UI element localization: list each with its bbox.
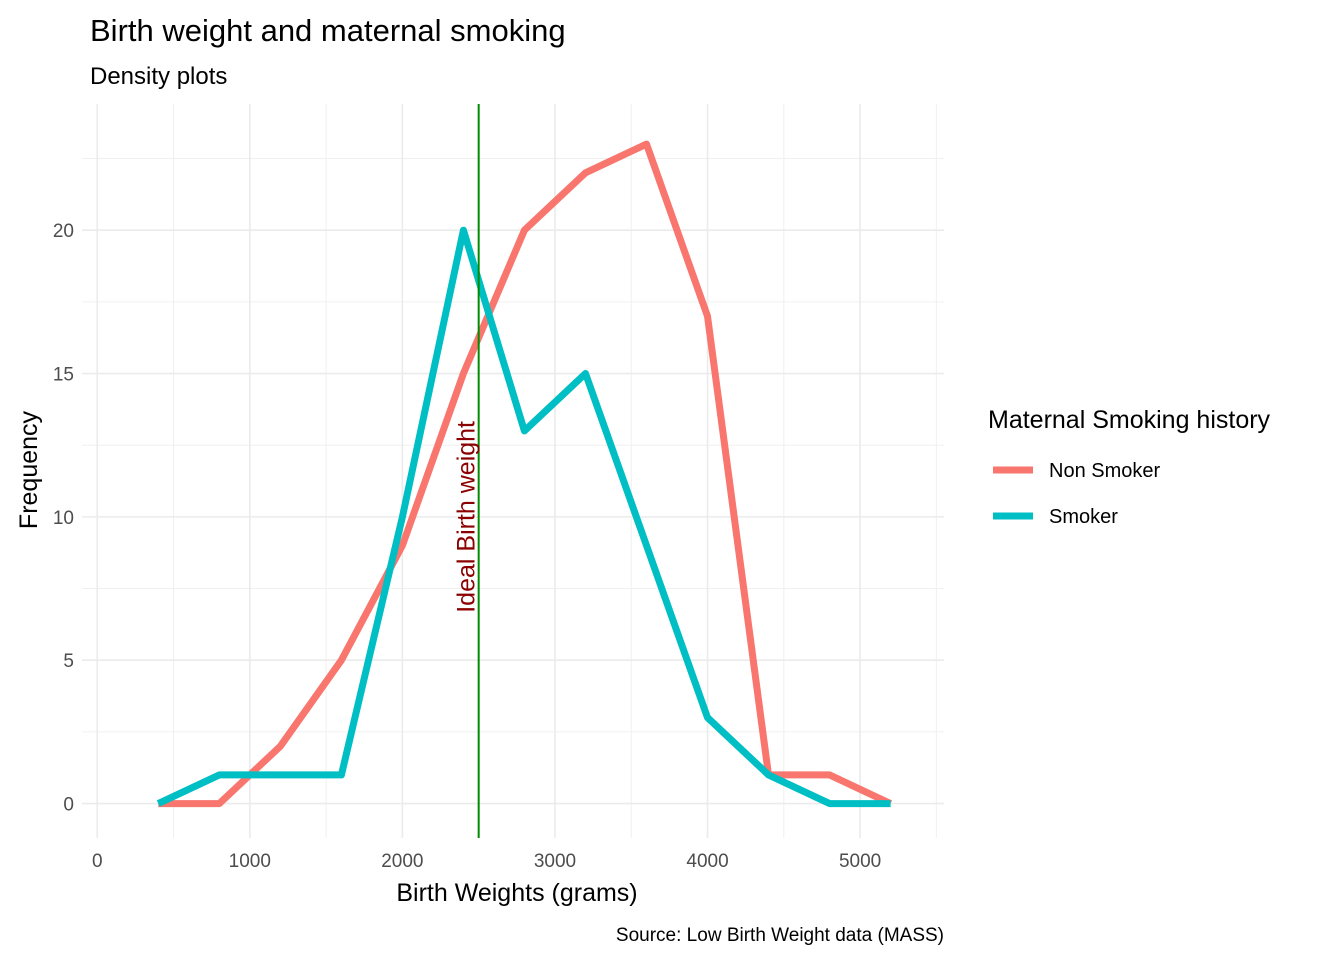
series-line-non-smoker	[158, 140, 893, 808]
y-axis-title: Frequency	[15, 410, 43, 529]
y-tick-label: 10	[53, 508, 74, 529]
x-tick-label: 2000	[381, 851, 423, 872]
chart-title: Birth weight and maternal smoking	[90, 13, 566, 48]
x-axis-tick-labels: 0 1000 2000 3000 4000 5000	[92, 851, 881, 872]
legend: Maternal Smoking history Non Smoker Smoke…	[988, 406, 1271, 528]
x-tick-label: 5000	[839, 851, 881, 872]
legend-items: Non Smoker Smoker	[993, 460, 1160, 528]
legend-title: Maternal Smoking history	[988, 406, 1271, 434]
y-tick-label: 0	[63, 795, 74, 816]
chart-caption: Source: Low Birth Weight data (MASS)	[616, 925, 944, 946]
series-lines	[156, 140, 893, 808]
y-tick-label: 20	[53, 221, 74, 242]
legend-label: Non Smoker	[1049, 460, 1160, 482]
series-line-smoker	[156, 226, 891, 808]
chart-subtitle: Density plots	[90, 63, 227, 90]
legend-label: Smoker	[1049, 506, 1118, 528]
y-tick-label: 15	[53, 365, 74, 386]
x-tick-label: 3000	[534, 851, 576, 872]
y-axis-tick-labels: 0 5 10 15 20	[53, 221, 74, 815]
x-tick-label: 1000	[229, 851, 271, 872]
minor-gridlines	[82, 104, 944, 838]
x-tick-label: 4000	[686, 851, 728, 872]
reference-line-label: Ideal Birth weight	[453, 421, 481, 613]
major-gridlines	[82, 104, 944, 838]
reference-line-layer: Ideal Birth weight	[453, 104, 481, 838]
y-tick-label: 5	[63, 651, 74, 672]
x-axis-title: Birth Weights (grams)	[396, 879, 637, 907]
x-tick-label: 0	[92, 851, 103, 872]
